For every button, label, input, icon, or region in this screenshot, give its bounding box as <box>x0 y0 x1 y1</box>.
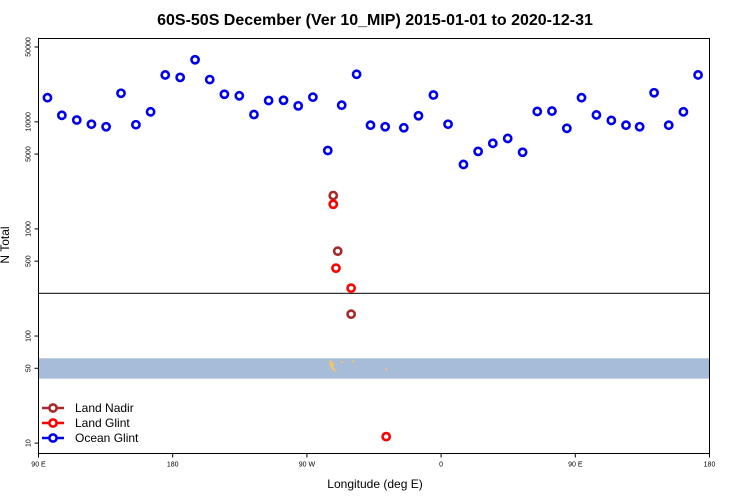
x-tick-label: 90 W <box>299 462 316 469</box>
x-tick-label: 180 <box>167 462 179 469</box>
y-tick-label: 100 <box>26 330 33 342</box>
legend-marker-ocean-glint <box>48 433 58 443</box>
ocean-glint-point <box>502 133 513 144</box>
ocean-glint-point <box>278 95 289 106</box>
land-speck <box>340 361 344 363</box>
ocean-glint-point <box>561 123 572 134</box>
ocean-glint-point <box>131 119 141 130</box>
ocean-glint-point <box>175 72 186 83</box>
land-speck <box>351 360 355 363</box>
ocean-glint-point <box>190 54 200 65</box>
ocean-glint-point <box>591 110 602 120</box>
ocean-glint-point <box>204 74 215 85</box>
x-axis-label: Longitude (deg E) <box>327 477 422 491</box>
ocean-glint-point <box>293 100 304 111</box>
land-speck <box>329 360 337 373</box>
y-axis-label: N Total <box>0 226 12 263</box>
ocean-glint-point <box>307 92 318 103</box>
ocean-glint-point <box>42 92 53 103</box>
ocean-glint-point <box>621 120 631 131</box>
ocean-glint-point <box>101 121 111 132</box>
ocean-glint-point <box>487 138 498 149</box>
y-tick-label: 10000 <box>26 112 33 132</box>
legend-marker-land-glint <box>48 418 58 428</box>
ocean-glint-point <box>678 106 689 117</box>
ocean-glint-point <box>693 70 703 80</box>
ocean-glint-point <box>606 115 617 126</box>
ocean-glint-point <box>576 92 587 103</box>
y-tick-label: 50000 <box>26 37 33 57</box>
land-speck <box>385 368 388 371</box>
land-glint-point <box>381 431 392 442</box>
ocean-glint-point <box>443 119 453 130</box>
land-glint-point <box>331 263 341 274</box>
ocean-glint-point <box>263 95 274 106</box>
y-tick-label: 500 <box>26 255 33 267</box>
ocean-glint-point <box>517 147 528 158</box>
ocean-glint-point <box>351 69 362 80</box>
land-nadir-point <box>332 246 343 257</box>
ocean-glint-point <box>160 70 171 80</box>
plot-frame <box>38 38 710 454</box>
ocean-glint-point <box>249 109 259 120</box>
legend-label-ocean-glint: Ocean Glint <box>75 431 139 445</box>
ocean-glint-point <box>428 90 439 100</box>
ocean-glint-point <box>458 159 469 170</box>
legend-label-land-nadir: Land Nadir <box>75 401 134 415</box>
map-band <box>38 358 710 379</box>
land-nadir-point <box>346 309 357 320</box>
legend-marker-land-nadir <box>48 403 58 413</box>
ocean-glint-point <box>322 145 333 156</box>
ocean-glint-point <box>663 120 674 131</box>
y-tick-label: 10 <box>26 439 33 447</box>
ocean-glint-point <box>413 110 424 121</box>
ocean-glint-point <box>336 100 347 111</box>
y-tick-label: 50 <box>26 364 33 372</box>
y-tick-label: 5000 <box>26 146 33 162</box>
y-tick-label: 1000 <box>26 221 33 237</box>
legend-label-land-glint: Land Glint <box>75 416 130 430</box>
ocean-glint-point <box>86 119 97 130</box>
ocean-glint-point <box>365 120 376 131</box>
x-tick-label: 0 <box>439 462 443 469</box>
ocean-glint-point <box>547 106 557 116</box>
ocean-glint-point <box>234 90 245 101</box>
ocean-glint-point <box>145 106 156 117</box>
ocean-glint-point <box>634 121 645 132</box>
land-glint-point <box>346 283 357 294</box>
ocean-glint-point <box>56 110 67 121</box>
ocean-glint-point <box>116 88 126 99</box>
x-tick-label: 180 <box>704 462 716 469</box>
ocean-glint-point <box>398 122 409 133</box>
ocean-glint-point <box>380 121 391 132</box>
ocean-glint-point <box>219 89 230 100</box>
x-tick-label: 90 E <box>31 462 46 469</box>
land-nadir-point <box>328 190 339 201</box>
ocean-glint-point <box>71 115 82 125</box>
chart-title: 60S-50S December (Ver 10_MIP) 2015-01-01… <box>157 12 593 29</box>
ocean-glint-point <box>532 106 543 117</box>
ocean-glint-point <box>649 87 659 98</box>
land-glint-point <box>328 199 339 210</box>
x-tick-label: 90 E <box>568 462 583 469</box>
ocean-glint-point <box>473 146 484 157</box>
